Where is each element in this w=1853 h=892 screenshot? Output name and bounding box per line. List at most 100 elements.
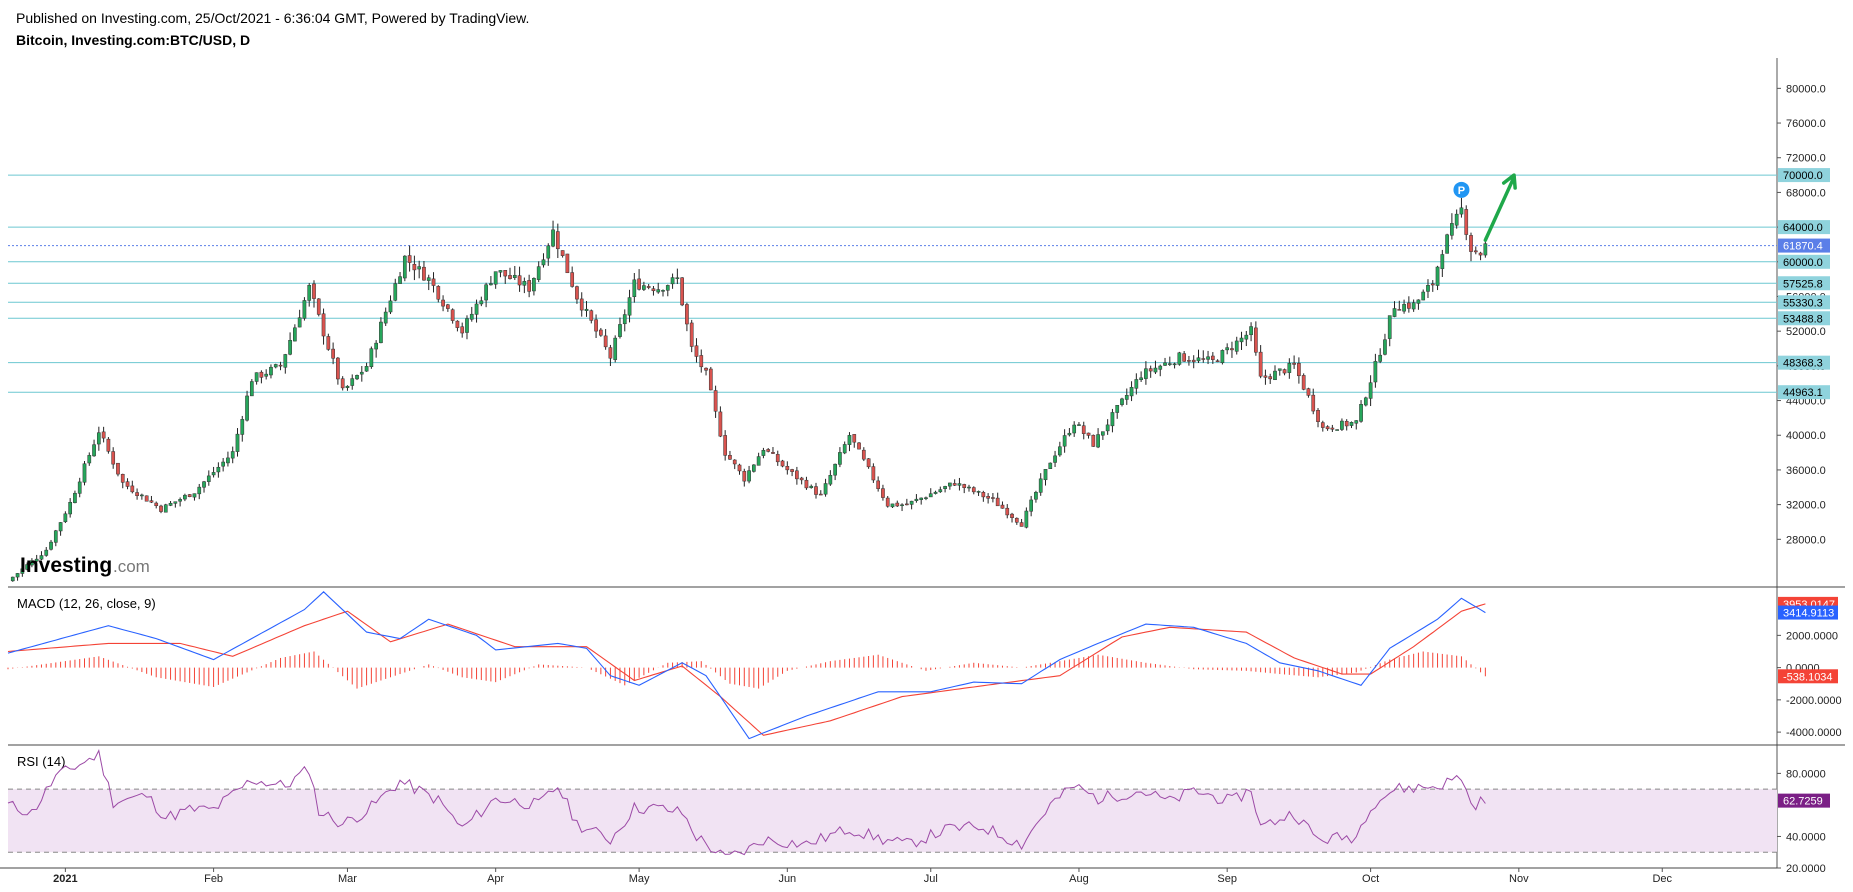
candle[interactable] — [1177, 351, 1182, 366]
candle[interactable] — [771, 447, 775, 454]
candle[interactable] — [991, 493, 995, 503]
candle[interactable] — [49, 539, 53, 551]
candle[interactable] — [1383, 333, 1387, 356]
candle[interactable] — [278, 361, 283, 371]
candle[interactable] — [245, 390, 249, 422]
candle[interactable] — [1349, 421, 1354, 429]
candle[interactable] — [1297, 357, 1301, 384]
candle[interactable] — [331, 342, 335, 365]
candle[interactable] — [450, 308, 455, 324]
candle[interactable] — [861, 447, 866, 462]
candle[interactable] — [1062, 429, 1067, 453]
candle[interactable] — [1263, 369, 1268, 385]
candle[interactable] — [924, 496, 928, 501]
candle[interactable] — [546, 243, 551, 266]
candle[interactable] — [1105, 419, 1110, 435]
candle[interactable] — [895, 500, 900, 507]
candle[interactable] — [1368, 375, 1373, 407]
candle[interactable] — [962, 483, 967, 494]
candle[interactable] — [87, 452, 92, 466]
candle[interactable] — [254, 372, 259, 385]
candle[interactable] — [359, 366, 364, 382]
candle[interactable] — [68, 498, 73, 518]
candle[interactable] — [1435, 265, 1440, 291]
candle[interactable] — [1292, 355, 1296, 369]
candle[interactable] — [1450, 213, 1454, 240]
candle[interactable] — [618, 317, 622, 339]
candle[interactable] — [555, 223, 560, 259]
candle[interactable] — [1473, 246, 1478, 255]
candle[interactable] — [670, 273, 675, 289]
candle[interactable] — [517, 266, 522, 292]
candle[interactable] — [718, 406, 723, 438]
candle[interactable] — [374, 340, 378, 358]
candle[interactable] — [904, 498, 909, 506]
candle[interactable] — [938, 486, 943, 493]
candle[interactable] — [651, 285, 656, 296]
candle[interactable] — [661, 289, 665, 297]
candle[interactable] — [885, 495, 890, 508]
candle[interactable] — [818, 490, 823, 496]
candle[interactable] — [780, 459, 785, 468]
candle[interactable] — [1316, 408, 1320, 428]
macd-panel[interactable]: MACD (12, 26, close, 9) — [7, 591, 1486, 740]
candle[interactable] — [493, 271, 498, 289]
candle[interactable] — [1239, 331, 1244, 350]
candle[interactable] — [795, 466, 799, 485]
candle[interactable] — [474, 299, 479, 323]
candle[interactable] — [694, 338, 699, 363]
candle[interactable] — [326, 333, 331, 351]
candle[interactable] — [226, 451, 230, 467]
candle[interactable] — [704, 367, 708, 376]
candle[interactable] — [603, 329, 608, 350]
candle[interactable] — [699, 349, 704, 373]
candle[interactable] — [570, 266, 575, 288]
candle[interactable] — [350, 374, 355, 390]
candle[interactable] — [728, 450, 732, 460]
candle[interactable] — [345, 385, 350, 391]
candle[interactable] — [1163, 357, 1167, 367]
candle[interactable] — [742, 468, 747, 487]
candle[interactable] — [1469, 232, 1473, 262]
candle[interactable] — [909, 500, 914, 510]
candle[interactable] — [82, 460, 87, 486]
candle[interactable] — [77, 477, 82, 498]
candle[interactable] — [1421, 289, 1426, 301]
candle[interactable] — [866, 458, 871, 469]
candle[interactable] — [948, 482, 952, 490]
candle[interactable] — [1201, 350, 1206, 363]
candle[interactable] — [833, 463, 837, 481]
candle[interactable] — [1464, 205, 1469, 241]
candle[interactable] — [1244, 330, 1249, 347]
candle[interactable] — [1373, 353, 1378, 388]
candle[interactable] — [1067, 428, 1072, 437]
candle[interactable] — [1282, 368, 1287, 376]
candle[interactable] — [484, 282, 488, 308]
candle[interactable] — [1340, 418, 1344, 432]
candle[interactable] — [642, 281, 646, 292]
candle[interactable] — [240, 415, 245, 442]
candle[interactable] — [1110, 408, 1115, 433]
candle[interactable] — [584, 301, 589, 317]
candle[interactable] — [340, 376, 345, 391]
candle[interactable] — [928, 488, 933, 498]
candle[interactable] — [1445, 233, 1449, 254]
candle[interactable] — [680, 277, 684, 307]
candle[interactable] — [799, 476, 804, 485]
candle[interactable] — [465, 315, 469, 340]
candle[interactable] — [211, 466, 216, 478]
candle[interactable] — [732, 459, 737, 470]
candle[interactable] — [202, 480, 206, 493]
candle[interactable] — [436, 285, 441, 303]
candle[interactable] — [747, 465, 751, 484]
rsi-panel[interactable]: RSI (14) — [7, 748, 1777, 856]
candle[interactable] — [842, 441, 847, 455]
candle[interactable] — [422, 261, 426, 281]
candle[interactable] — [1115, 405, 1120, 419]
candle[interactable] — [1301, 373, 1306, 391]
candle[interactable] — [269, 364, 273, 379]
candle[interactable] — [1402, 299, 1406, 314]
candle[interactable] — [63, 511, 68, 524]
candle[interactable] — [1139, 371, 1143, 382]
candle[interactable] — [111, 447, 116, 469]
